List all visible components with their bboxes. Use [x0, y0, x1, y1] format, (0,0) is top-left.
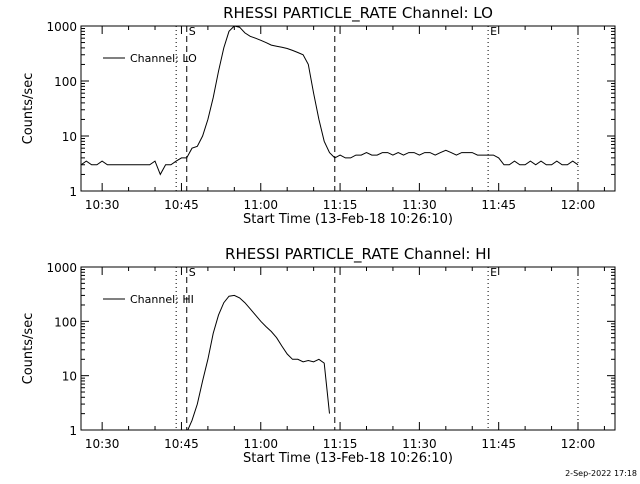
y-axis-label: Counts/sec: [21, 73, 36, 145]
x-tick-label: 12:00: [561, 437, 596, 451]
x-tick-label: 11:00: [243, 198, 278, 212]
legend-label: Channel: LO: [130, 52, 197, 65]
marker-label: E: [490, 266, 497, 279]
y-tick-label: 100: [54, 75, 77, 89]
x-tick-label: 11:15: [323, 198, 358, 212]
x-tick-label: 11:30: [402, 198, 437, 212]
panel-hi: RHESSI PARTICLE_RATE Channel: HI 10:30 10:…: [21, 245, 616, 466]
legend-label: Channel: HI: [130, 293, 194, 306]
marker-label: S: [189, 266, 196, 279]
y-tick-label: 100: [54, 315, 77, 329]
x-tick-label: 11:45: [481, 198, 516, 212]
series-line: [81, 26, 579, 176]
x-tick-label: 11:45: [481, 437, 516, 451]
x-tick-label: 11:00: [243, 437, 278, 451]
x-tick-label: 10:30: [85, 198, 120, 212]
plot-frame: [80, 25, 616, 192]
y-tick-label: 1000: [46, 20, 77, 34]
x-tick-label: 10:45: [164, 198, 199, 212]
y-tick-label: 10: [62, 130, 77, 144]
date-stamp: 2-Sep-2022 17:18: [565, 469, 637, 478]
x-tick-label: 10:30: [85, 437, 120, 451]
marker-label: S: [189, 25, 196, 38]
plot-frame: [80, 266, 616, 431]
series-line: [187, 294, 330, 430]
y-tick-label: 1: [69, 424, 77, 438]
x-tick-label: 10:45: [164, 437, 199, 451]
x-tick-label: 11:30: [402, 437, 437, 451]
x-axis-label: Start Time (13-Feb-18 10:26:10): [243, 451, 453, 466]
panel-lo: RHESSI PARTICLE_RATE Channel: LO 10:30 10:…: [21, 4, 616, 227]
y-tick-label: 1000: [46, 261, 77, 275]
x-axis-label: Start Time (13-Feb-18 10:26:10): [243, 212, 453, 227]
x-tick-label: 12:00: [561, 198, 596, 212]
chart-title: RHESSI PARTICLE_RATE Channel: LO: [223, 4, 493, 23]
y-axis-label: Counts/sec: [21, 313, 36, 385]
marker-label: E: [490, 25, 497, 38]
y-tick-label: 1: [69, 185, 77, 199]
chart-title: RHESSI PARTICLE_RATE Channel: HI: [225, 245, 491, 264]
y-tick-label: 10: [62, 370, 77, 384]
x-tick-label: 11:15: [323, 437, 358, 451]
